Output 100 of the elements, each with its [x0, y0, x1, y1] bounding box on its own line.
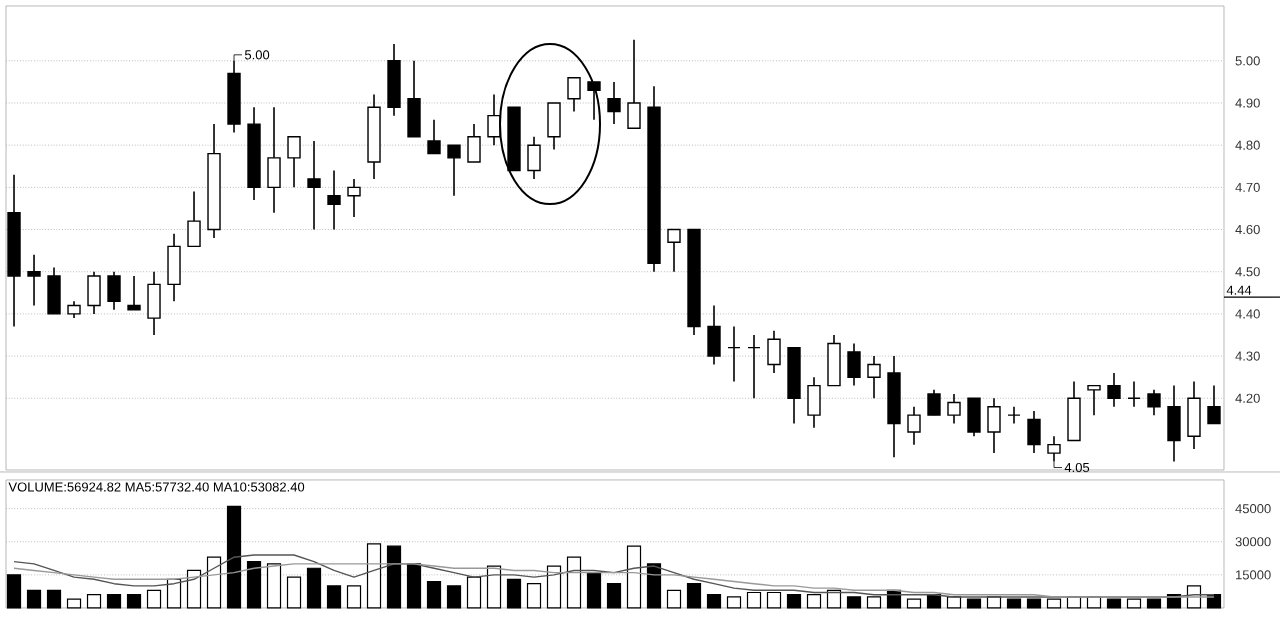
- candlestick: [287, 135, 301, 189]
- candlestick: [567, 76, 581, 113]
- candlestick: [1167, 384, 1181, 463]
- bar: [266, 563, 282, 609]
- bar: [1046, 598, 1062, 609]
- bar: [646, 563, 662, 609]
- bar: [326, 585, 342, 609]
- candlestick: [747, 334, 761, 400]
- bar: [986, 596, 1002, 609]
- bar: [126, 594, 142, 609]
- candlestick: [167, 232, 181, 303]
- bar: [26, 589, 42, 609]
- bar: [746, 591, 762, 609]
- bar: [1006, 598, 1022, 609]
- candlestick: [907, 405, 921, 446]
- candlestick: [927, 389, 941, 416]
- candlestick: [527, 135, 541, 180]
- candlestick: [1187, 380, 1201, 450]
- candlestick: [1107, 372, 1121, 408]
- candlestick: [327, 169, 341, 231]
- bar: [86, 594, 102, 609]
- bar: [486, 565, 502, 609]
- candlestick: [1147, 389, 1161, 416]
- candlestick: [1047, 435, 1061, 463]
- candlestick: [347, 178, 361, 218]
- bar: [166, 578, 182, 609]
- bar: [226, 505, 242, 609]
- candlestick: [707, 304, 721, 366]
- candlestick: [1067, 380, 1081, 442]
- candlestick: [1087, 384, 1101, 416]
- bar: [846, 596, 862, 609]
- bar: [1146, 598, 1162, 609]
- candlestick: [107, 270, 121, 311]
- candlestick: [307, 140, 321, 231]
- candlestick: [967, 397, 981, 438]
- bar: [826, 589, 842, 609]
- bar: [206, 556, 222, 609]
- candlestick: [407, 60, 421, 138]
- candlestick: [807, 376, 821, 429]
- candlestick: [147, 270, 161, 336]
- candlestick: [1127, 380, 1141, 408]
- bar: [1206, 594, 1222, 609]
- candlestick: [667, 228, 681, 273]
- candlestick: [727, 325, 741, 383]
- candlestick: [447, 144, 461, 197]
- bar: [186, 569, 202, 609]
- bar: [46, 589, 62, 609]
- bar: [6, 574, 22, 609]
- candlestick: [987, 397, 1001, 454]
- bar: [106, 594, 122, 609]
- candlestick: [767, 329, 781, 374]
- bar: [466, 576, 482, 609]
- bar: [966, 598, 982, 609]
- bar: [606, 583, 622, 609]
- bar: [66, 598, 82, 609]
- bar: [866, 596, 882, 609]
- candlestick: [847, 342, 861, 387]
- bar: [346, 585, 362, 609]
- bar: [766, 591, 782, 609]
- bar: [626, 545, 642, 609]
- bar: [806, 594, 822, 609]
- candlestick: [387, 43, 401, 117]
- bar: [666, 589, 682, 609]
- bar: [1066, 596, 1082, 609]
- candlestick: [467, 123, 481, 163]
- candlestick: [27, 254, 41, 307]
- bar: [726, 596, 742, 609]
- bar: [1086, 596, 1102, 609]
- bar: [1106, 598, 1122, 609]
- candlestick: [627, 38, 641, 130]
- candlestick: [187, 190, 201, 248]
- candlestick: [427, 119, 441, 155]
- bar: [686, 583, 702, 609]
- bar: [386, 545, 402, 609]
- bar: [506, 578, 522, 609]
- candlestick: [267, 106, 281, 214]
- candlestick: [1207, 384, 1221, 425]
- bar: [706, 594, 722, 609]
- candlestick: [1027, 410, 1041, 454]
- bar: [1126, 598, 1142, 609]
- bar: [1026, 598, 1042, 609]
- bar: [406, 563, 422, 609]
- bar: [306, 567, 322, 609]
- candlestick: [827, 334, 841, 387]
- bar: [786, 594, 802, 609]
- bar: [246, 561, 262, 609]
- bar: [566, 556, 582, 609]
- bar: [446, 585, 462, 609]
- candlestick: [547, 102, 561, 151]
- bar: [526, 583, 542, 609]
- bar: [286, 576, 302, 609]
- bar: [906, 598, 922, 609]
- bar: [926, 594, 942, 609]
- candlestick: [87, 270, 101, 315]
- bar: [946, 596, 962, 609]
- candlestick: [47, 266, 61, 315]
- bar: [146, 589, 162, 609]
- candlestick: [1007, 405, 1021, 425]
- bar: [586, 572, 602, 609]
- bar: [426, 580, 442, 609]
